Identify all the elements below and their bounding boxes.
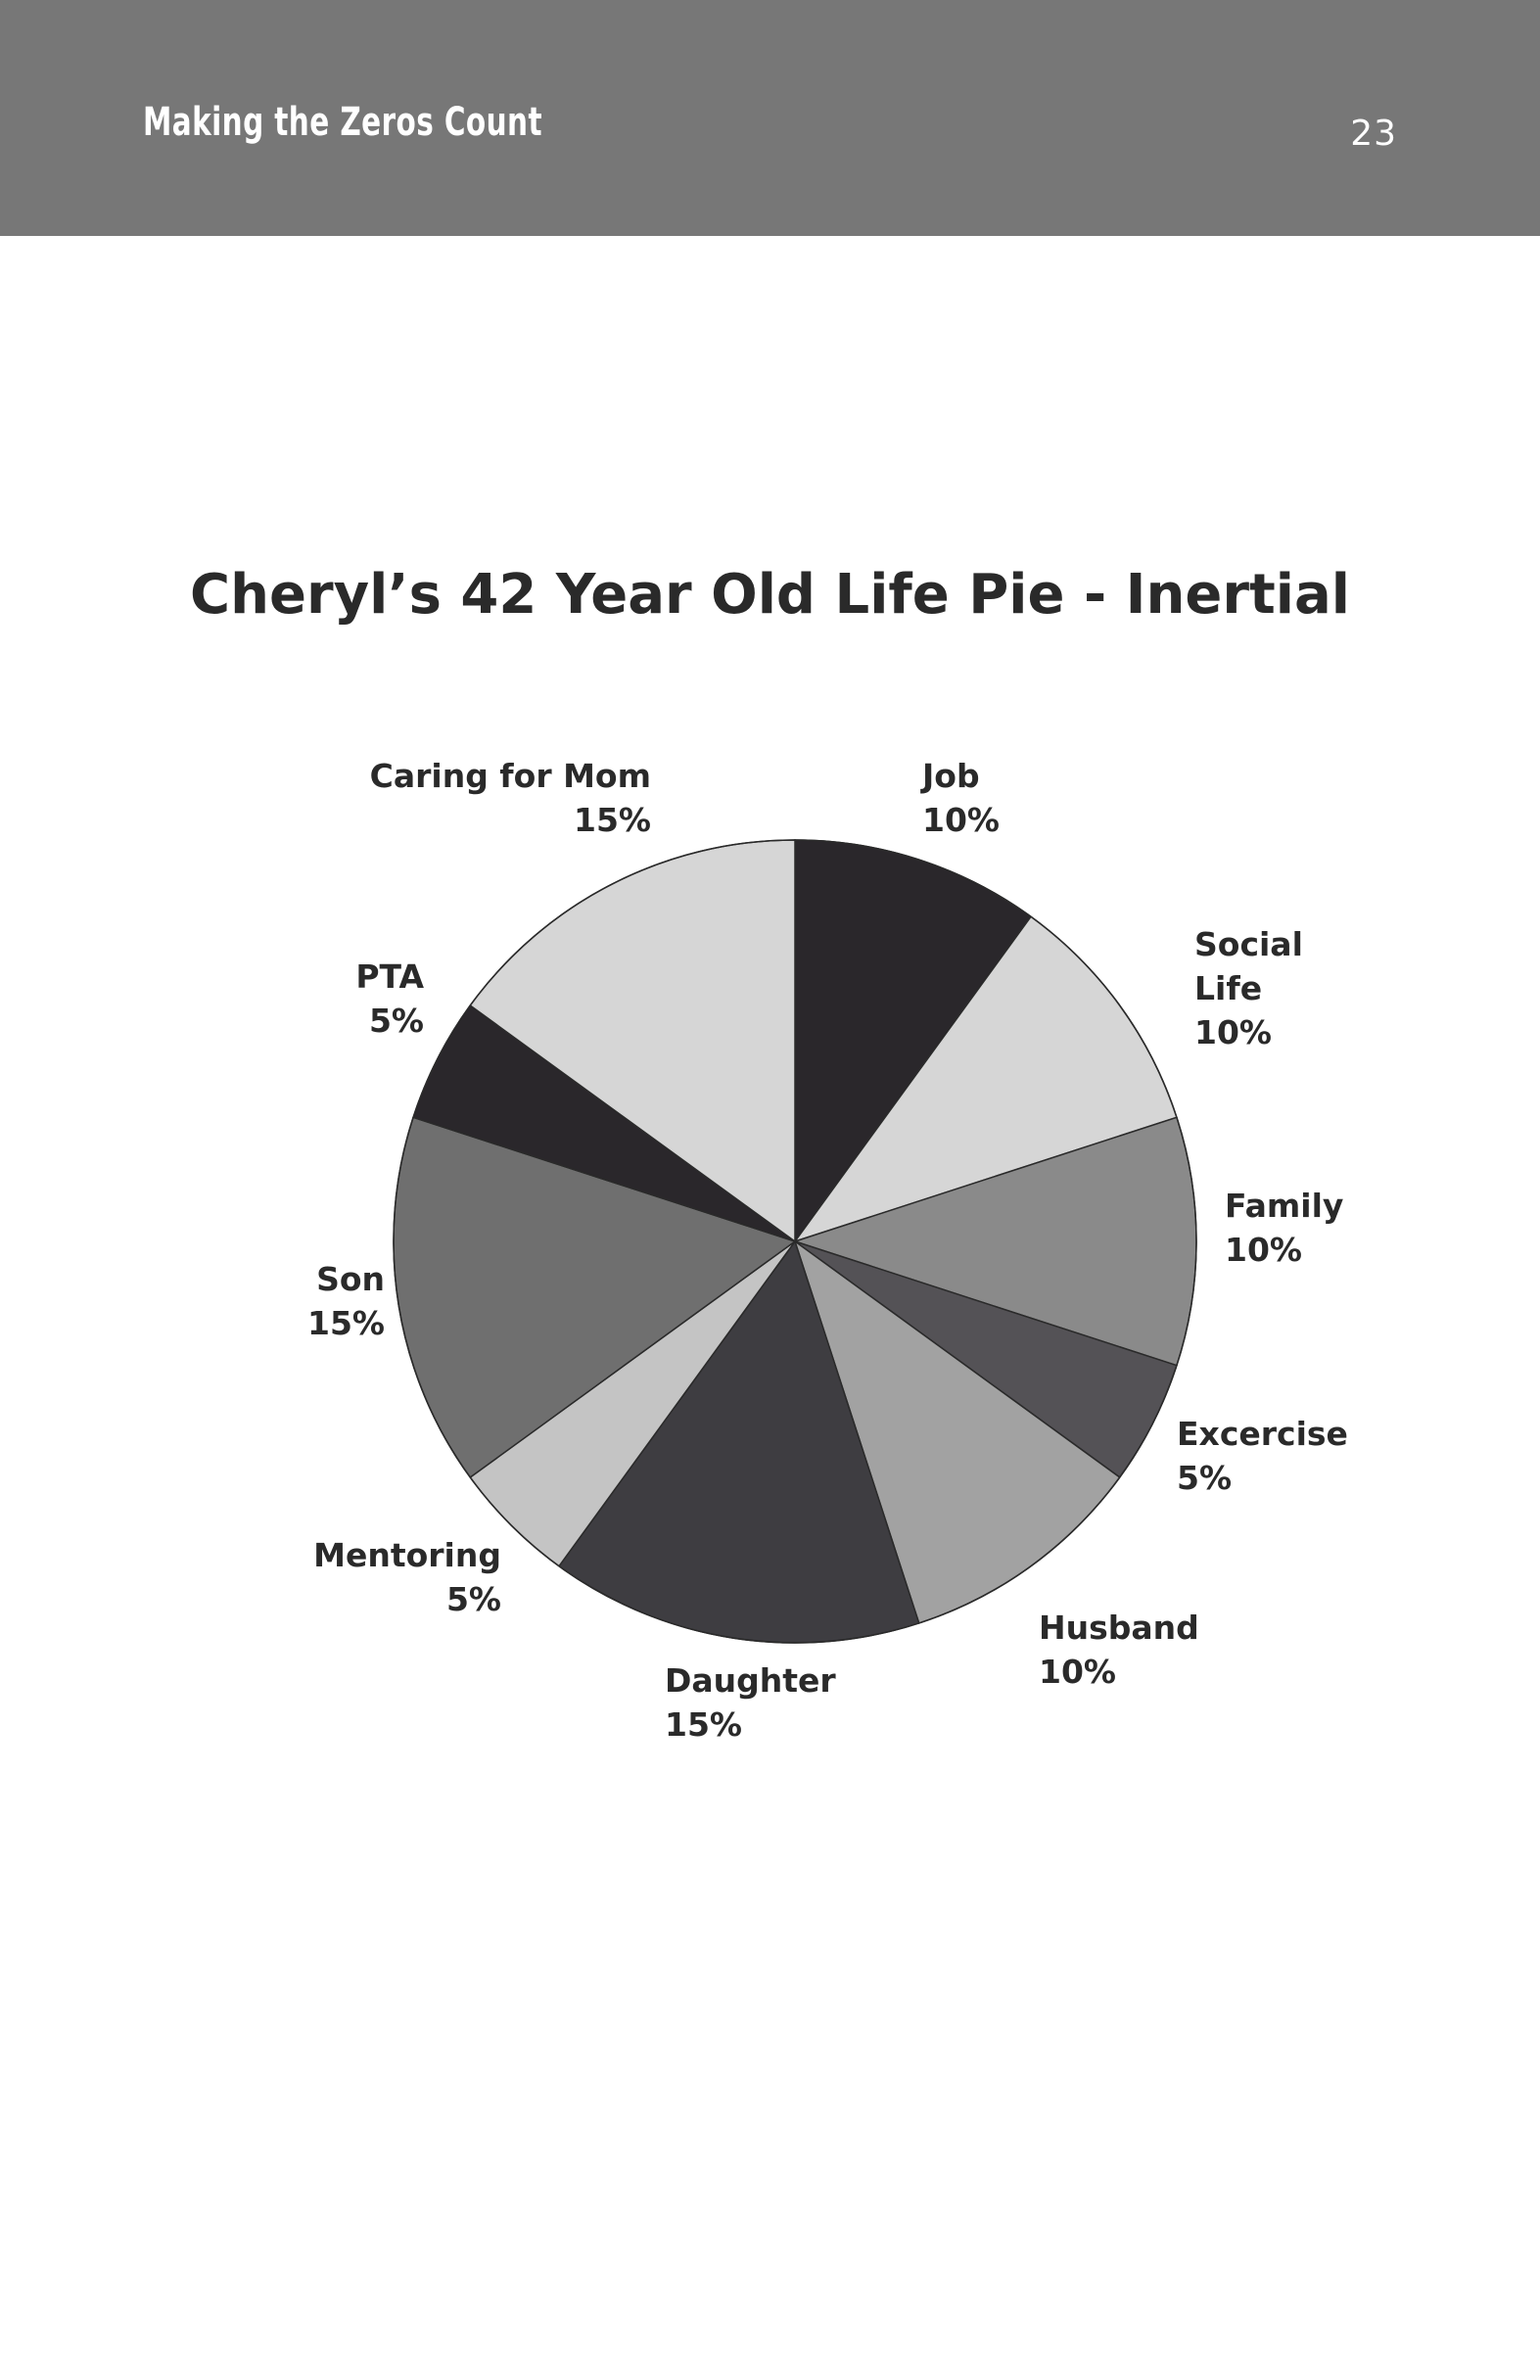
header-title: Making the Zeros Count	[143, 100, 542, 145]
label-family-value: 10%	[1225, 1231, 1302, 1269]
label-daughter: Daughter 15%	[665, 1658, 836, 1747]
page-header: Making the Zeros Count 23	[0, 0, 1540, 236]
label-mentoring-value: 5%	[445, 1580, 501, 1618]
label-daughter-name: Daughter	[665, 1661, 836, 1700]
label-daughter-value: 15%	[665, 1705, 742, 1744]
label-job-value: 10%	[922, 801, 1000, 839]
label-job-name: Job	[922, 757, 980, 795]
label-excercise-name: Excercise	[1177, 1415, 1348, 1453]
label-son-value: 15%	[307, 1304, 385, 1342]
label-husband-name: Husband	[1039, 1609, 1199, 1647]
label-husband: Husband 10%	[1039, 1606, 1199, 1694]
label-caring-for-mom-value: 15%	[574, 801, 651, 839]
label-social-life-name-2: Life	[1194, 969, 1263, 1007]
label-mentoring: Mentoring 5%	[313, 1533, 501, 1621]
label-pta: PTA 5%	[355, 955, 424, 1043]
label-pta-name: PTA	[355, 957, 424, 996]
pie-outline	[393, 839, 1197, 1644]
label-caring-for-mom-name: Caring for Mom	[369, 757, 651, 795]
label-family: Family 10%	[1225, 1184, 1343, 1272]
label-social-life-value: 10%	[1194, 1013, 1272, 1051]
label-family-name: Family	[1225, 1187, 1344, 1225]
label-son-name: Son	[316, 1260, 385, 1298]
label-social-life-name-1: Social	[1194, 925, 1303, 963]
label-pta-value: 5%	[368, 1002, 424, 1040]
label-social-life: Social Life 10%	[1194, 922, 1303, 1054]
label-excercise: Excercise 5%	[1177, 1412, 1348, 1500]
label-son: Son 15%	[307, 1257, 385, 1345]
label-mentoring-name: Mentoring	[313, 1536, 501, 1574]
label-caring-for-mom: Caring for Mom 15%	[370, 754, 651, 842]
chart-title: Cheryl’s 42 Year Old Life Pie - Inertial	[190, 563, 1350, 627]
label-husband-value: 10%	[1039, 1653, 1116, 1691]
page-number: 23	[1350, 114, 1397, 154]
label-excercise-value: 5%	[1177, 1459, 1233, 1497]
label-job: Job 10%	[922, 754, 1000, 842]
